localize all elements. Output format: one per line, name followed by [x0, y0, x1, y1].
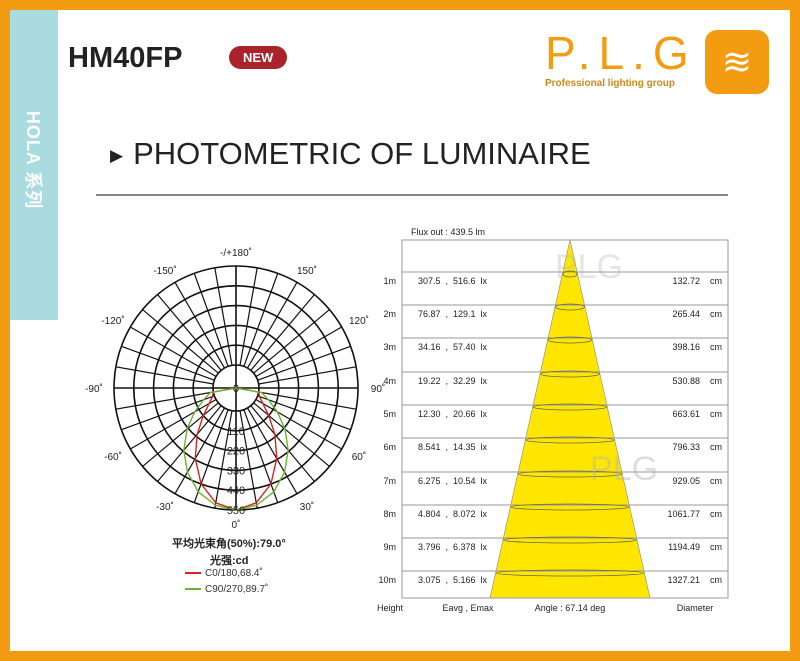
legend-c0: C0/180,68.4˚: [185, 568, 263, 579]
divider: [96, 194, 728, 196]
triangle-right-icon: ▶: [110, 145, 124, 165]
beam-angle-label: 平均光束角(50%):79.0°: [172, 538, 286, 550]
section-title: ▶ PHOTOMETRIC OF LUMINAIRE: [110, 136, 591, 172]
page-card: [10, 10, 790, 651]
model-name: HM40FP: [68, 42, 183, 74]
series-tab-label: HOLA 系列: [23, 110, 43, 210]
section-title-text: PHOTOMETRIC OF LUMINAIRE: [133, 136, 591, 171]
plg-logo: P.L.G Professional lighting group: [545, 30, 697, 89]
new-badge: NEW: [229, 46, 288, 69]
logo-tagline: Professional lighting group: [545, 78, 675, 89]
legend-c0-label: C0/180,68.4˚: [205, 568, 263, 579]
unit-label: 光强:cd: [210, 555, 249, 567]
series-tab[interactable]: HOLA 系列: [10, 10, 58, 320]
legend-c90: C90/270,89.7˚: [185, 584, 268, 595]
legend-c90-label: C90/270,89.7˚: [205, 584, 269, 595]
logo-text: P.L.G: [545, 27, 697, 79]
flame-logo-icon: ≋: [705, 30, 769, 94]
